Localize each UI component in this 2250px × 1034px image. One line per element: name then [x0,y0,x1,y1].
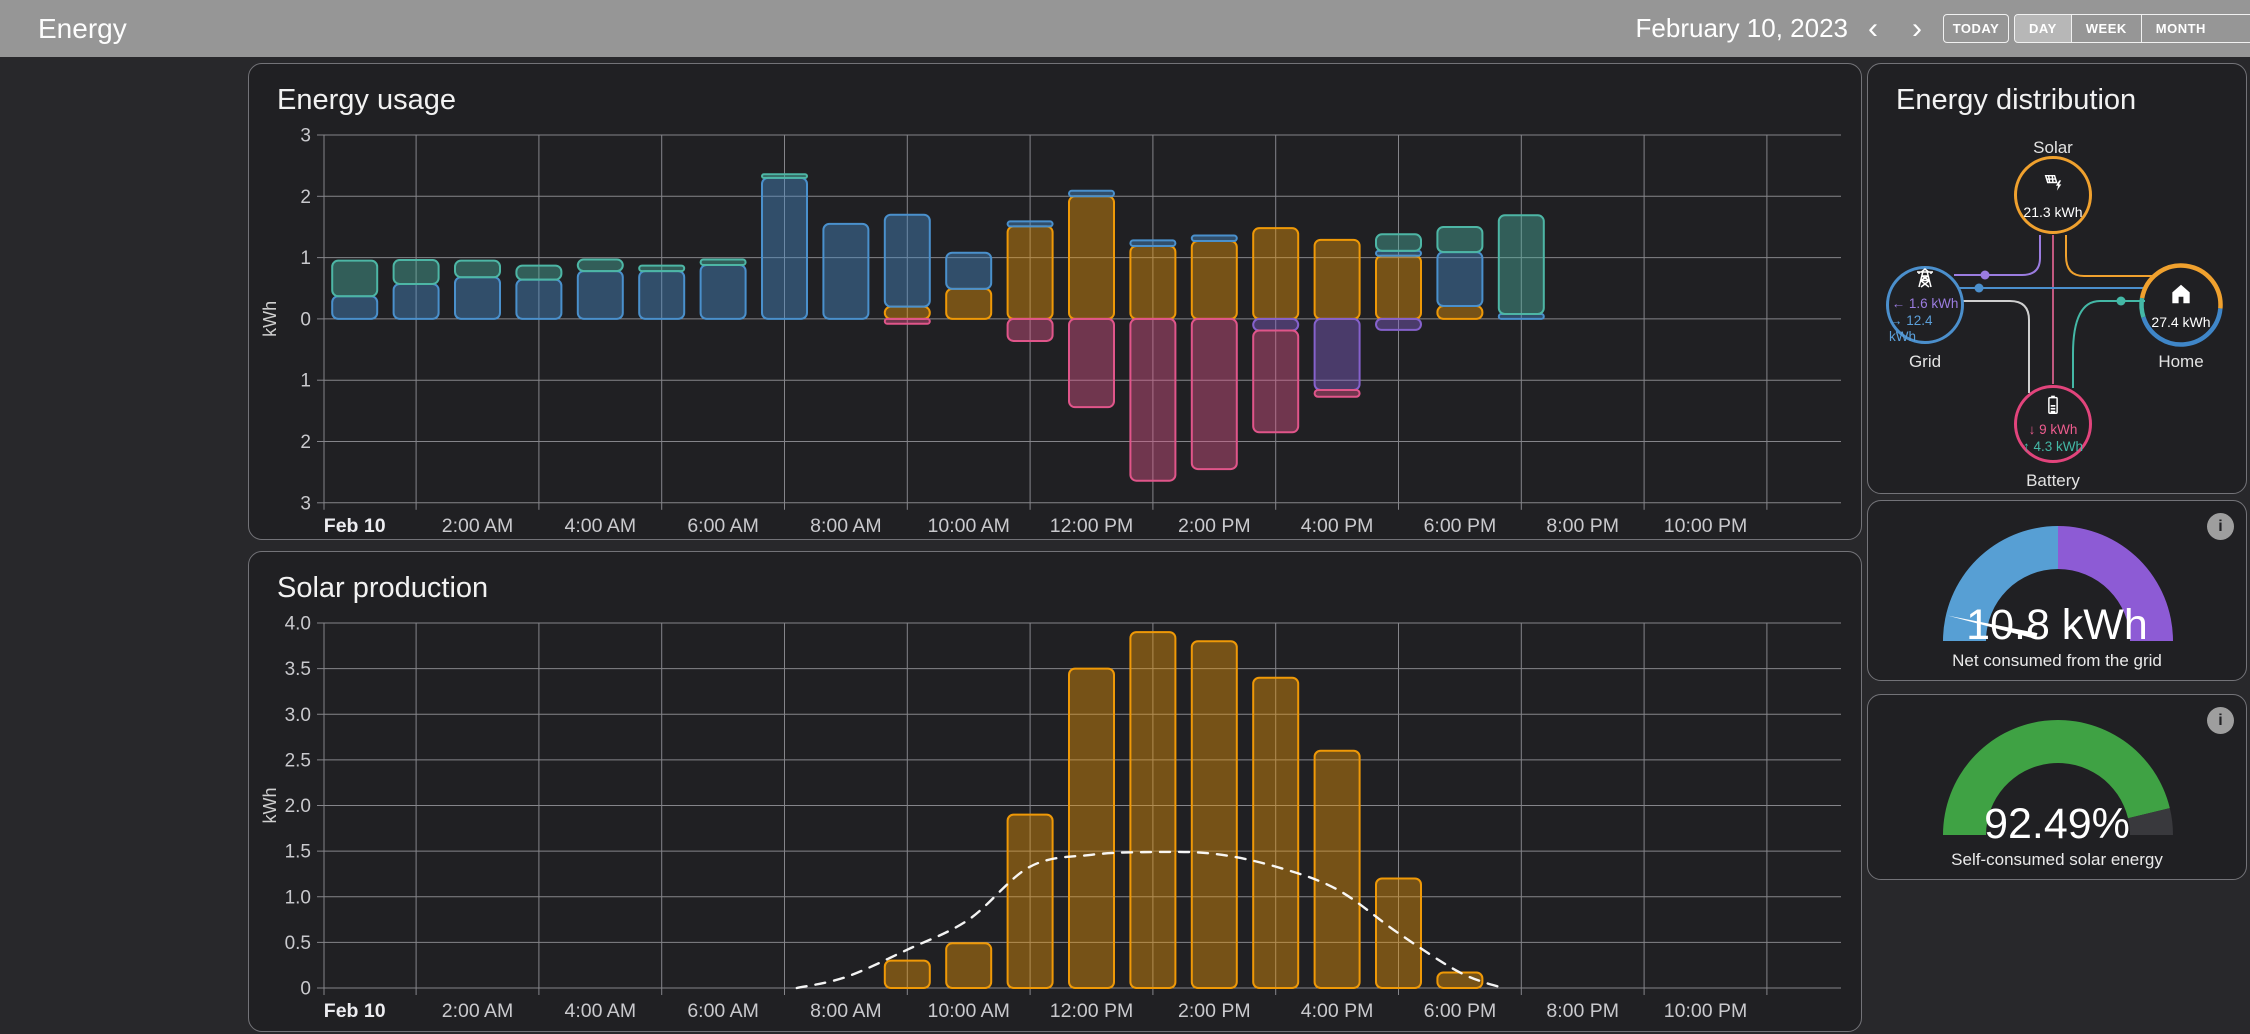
grid-gauge-card: i 10.8 kWh Net consumed from the grid [1867,500,2247,681]
battery-node-label: Battery [2026,471,2080,490]
grid-gauge-label: Net consumed from the grid [1952,651,2162,670]
svg-text:1: 1 [300,248,311,269]
solar-gauge-value: 92.49% [1984,800,2130,848]
svg-text:4:00 PM: 4:00 PM [1301,515,1374,537]
battery-icon [2042,394,2064,421]
svg-text:kWh: kWh [260,788,280,824]
grid-gauge-value: 10.8 kWh [1966,601,2148,649]
transmission-tower-icon [1913,266,1937,295]
battery-discharge-value: ↑ 4.3 kWh [2022,438,2084,454]
svg-text:10:00 AM: 10:00 AM [928,515,1010,537]
svg-text:2:00 PM: 2:00 PM [1178,1000,1251,1022]
svg-text:2: 2 [300,432,311,453]
svg-text:12:00 PM: 12:00 PM [1050,1000,1133,1022]
svg-text:2.5: 2.5 [285,750,311,771]
svg-text:3: 3 [300,126,311,147]
svg-text:Feb 10: Feb 10 [324,515,386,537]
svg-text:2.0: 2.0 [285,796,311,817]
solar-power-icon [2041,171,2066,201]
grid-gauge [1943,526,2173,641]
svg-text:Feb 10: Feb 10 [324,1000,386,1022]
svg-text:2:00 AM: 2:00 AM [442,1000,514,1022]
solar-node[interactable]: 21.3 kWh [2014,156,2092,234]
svg-text:10:00 PM: 10:00 PM [1664,1000,1747,1022]
svg-text:6:00 AM: 6:00 AM [687,515,759,537]
solar-gauge-card: i 92.49% Self-consumed solar energy [1867,694,2247,880]
svg-text:6:00 AM: 6:00 AM [687,1000,759,1022]
svg-text:1.0: 1.0 [285,887,311,908]
solar-to-home-line [2065,235,2153,277]
svg-text:0.5: 0.5 [285,933,311,954]
svg-text:3.5: 3.5 [285,659,311,680]
home-node-ring [2139,263,2223,347]
grid-node-label: Grid [1908,352,1942,371]
solar-production-card: Solar production 4.0 3.5 3.0 2.5 2.0 1.5 1.0 0.… [248,551,1862,1032]
svg-text:2: 2 [300,187,311,208]
solar-node-value: 21.3 kWh [2023,203,2083,220]
svg-text:2:00 PM: 2:00 PM [1178,515,1251,537]
home-node-value: 27.4 kWh [2151,313,2211,330]
home-node[interactable]: 27.4 kWh [2142,266,2220,344]
svg-text:3: 3 [300,493,311,514]
grid-node[interactable]: ← 1.6 kWh → 12.4 kWh [1886,266,1964,344]
purple-flow-dot [1980,270,1990,280]
grid-to-battery-line [1954,300,2030,393]
home-node-label: Home [2158,352,2204,371]
range-tab-group: DAY WEEK MONTH [2014,14,2250,43]
tab-day[interactable]: DAY [2015,15,2071,42]
solar-gauge [1943,719,2173,835]
svg-text:4:00 AM: 4:00 AM [565,1000,637,1022]
grid-consume-value: → 12.4 kWh [1889,312,1933,344]
grid-return-value: ← 1.6 kWh [1891,295,1959,311]
energy-distribution-title: Energy distribution [1896,84,2137,116]
solar-production-title: Solar production [277,572,489,604]
svg-text:8:00 PM: 8:00 PM [1546,515,1619,537]
svg-text:4:00 AM: 4:00 AM [565,515,637,537]
svg-text:4.0: 4.0 [285,614,311,635]
solar-node-label: Solar [2033,138,2073,157]
energy-distribution-card: Energy distribution Solar 21.3 kWh [1867,63,2247,494]
tab-month[interactable]: MONTH [2140,15,2250,42]
svg-text:3.0: 3.0 [285,705,311,726]
svg-text:8:00 AM: 8:00 AM [810,1000,882,1022]
svg-text:4:00 PM: 4:00 PM [1301,1000,1374,1022]
svg-text:12:00 PM: 12:00 PM [1050,515,1133,537]
tab-week[interactable]: WEEK [2070,15,2141,42]
svg-text:1.5: 1.5 [285,842,311,863]
svg-text:8:00 AM: 8:00 AM [810,515,882,537]
svg-text:0: 0 [300,309,311,330]
blue-flow-dot [1974,283,1984,293]
battery-charge-value: ↓ 9 kWh [2028,421,2078,437]
svg-text:2:00 AM: 2:00 AM [442,515,514,537]
svg-text:6:00 PM: 6:00 PM [1424,1000,1497,1022]
energy-usage-chart[interactable]: 3 2 1 0 1 2 3 Feb 10 2:00 AM 4:00 AM 6:00 AM 8:00 A… [249,64,1861,539]
home-icon [2168,281,2194,312]
app-header: Energy February 10, 2023 ‹ › TODAY DAY W… [0,0,2250,57]
battery-to-home-line [2072,300,2145,388]
info-icon[interactable]: i [2207,513,2234,540]
svg-text:10:00 PM: 10:00 PM [1664,515,1747,537]
svg-text:1: 1 [300,371,311,392]
page-title: Energy [38,13,127,44]
svg-text:8:00 PM: 8:00 PM [1546,1000,1619,1022]
selected-date: February 10, 2023 [1635,13,1848,43]
next-day-button[interactable]: › [1900,0,1934,57]
battery-node[interactable]: ↓ 9 kWh ↑ 4.3 kWh [2014,385,2092,463]
energy-usage-title: Energy usage [277,84,456,116]
distribution-flow-lines [1954,235,2153,393]
svg-text:0: 0 [300,979,311,1000]
today-button[interactable]: TODAY [1943,14,2009,43]
info-icon[interactable]: i [2207,707,2234,734]
solar-gauge-label: Self-consumed solar energy [1951,850,2163,869]
solar-to-grid-line [1954,235,2041,276]
energy-usage-card: Energy usage 3 2 1 0 1 2 3 Feb 10 2:00 AM 4:00 AM… [248,63,1862,540]
svg-text:kWh: kWh [260,301,280,337]
previous-day-button[interactable]: ‹ [1856,0,1890,57]
teal-flow-dot [2116,296,2126,306]
solar-production-chart[interactable]: 4.0 3.5 3.0 2.5 2.0 1.5 1.0 0.5 0 Feb 10 2:00 AM 4:… [249,552,1861,1031]
svg-text:10:00 AM: 10:00 AM [928,1000,1010,1022]
svg-text:6:00 PM: 6:00 PM [1424,515,1497,537]
